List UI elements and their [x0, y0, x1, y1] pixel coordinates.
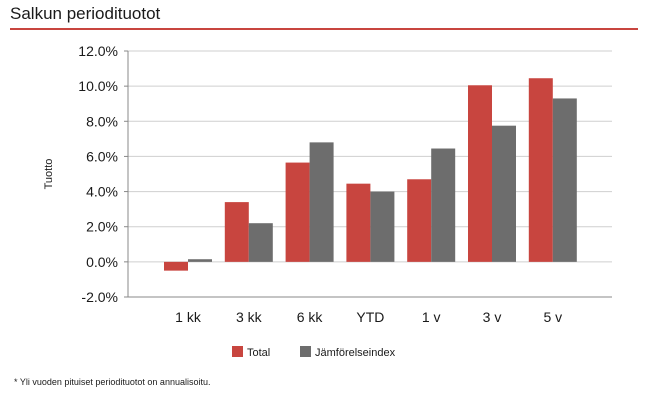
y-tick-label: 2.0%	[86, 219, 118, 235]
bar-index-3	[370, 191, 395, 262]
x-tick-label: 1 kk	[175, 309, 202, 325]
bar-total-6	[528, 78, 553, 262]
y-tick-label: 4.0%	[86, 184, 118, 200]
legend-label-index: Jämförelseindex	[315, 347, 396, 359]
bar-total-3	[346, 183, 371, 262]
bar-index-5	[492, 125, 516, 262]
bar-index-0	[188, 259, 212, 262]
footnote: * Yli vuoden pituiset periodituotot on a…	[14, 377, 211, 387]
x-tick-label: 3 v	[483, 309, 502, 325]
bar-total-0	[164, 261, 188, 271]
bar-index-4	[431, 148, 456, 262]
y-tick-label: -2.0%	[81, 289, 118, 305]
y-tick-label: 0.0%	[86, 254, 118, 270]
y-tick-labels: -2.0% 0.0% 2.0% 4.0% 6.0% 8.0% 10.0% 12.0%	[78, 43, 118, 305]
bars	[164, 78, 577, 271]
axes	[124, 50, 612, 298]
x-tick-label: 1 v	[422, 309, 441, 325]
bar-index-1	[248, 223, 273, 262]
y-tick-label: 12.0%	[78, 43, 118, 59]
x-tick-label: 3 kk	[236, 309, 263, 325]
x-tick-labels: 1 kk 3 kk 6 kk YTD 1 v 3 v 5 v	[175, 309, 562, 325]
legend: Total Jämförelseindex	[232, 346, 396, 359]
legend-swatch-total	[232, 346, 243, 357]
bar-index-6	[552, 98, 577, 262]
title-divider	[10, 28, 638, 30]
legend-label-total: Total	[247, 347, 270, 359]
legend-swatch-index	[300, 346, 311, 357]
bar-total-4	[407, 179, 432, 262]
y-axis-label: Tuotto	[43, 159, 55, 190]
bar-total-2	[285, 162, 310, 262]
y-tick-label: 8.0%	[86, 113, 118, 129]
bar-total-5	[468, 85, 492, 262]
chart-title: Salkun periodituotot	[10, 4, 161, 23]
y-tick-label: 6.0%	[86, 148, 118, 164]
bar-index-2	[309, 142, 334, 262]
y-tick-label: 10.0%	[78, 78, 118, 94]
x-tick-label: 6 kk	[297, 309, 324, 325]
x-tick-label: YTD	[356, 309, 384, 325]
x-tick-label: 5 v	[543, 309, 562, 325]
bar-total-1	[224, 202, 249, 262]
